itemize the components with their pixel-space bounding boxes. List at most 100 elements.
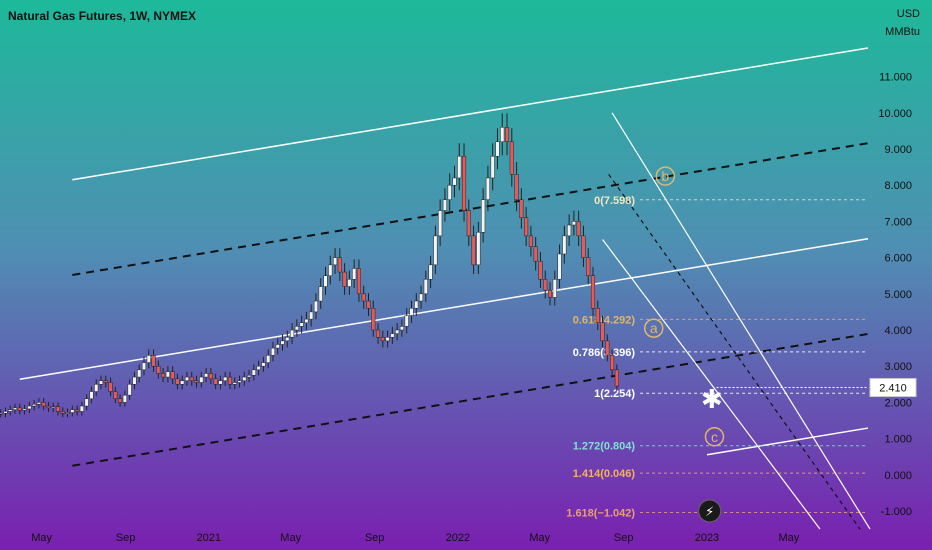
x-tick-label: May bbox=[280, 532, 301, 544]
candle-body bbox=[452, 177, 457, 186]
channel-lower-line bbox=[706, 427, 869, 456]
candle-body bbox=[194, 380, 199, 383]
x-tick-label: Sep bbox=[116, 532, 136, 544]
candle-body bbox=[471, 235, 476, 266]
y-tick-label: 7.000 bbox=[884, 216, 912, 228]
candle-body bbox=[528, 235, 533, 247]
candle-body bbox=[161, 373, 166, 378]
candle-body bbox=[576, 221, 581, 237]
last-price-label: 2.410 bbox=[879, 383, 907, 395]
y-tick-label: 0.000 bbox=[884, 470, 912, 482]
candle-body bbox=[55, 406, 61, 412]
candle-body bbox=[65, 412, 70, 414]
candle-body bbox=[108, 382, 113, 392]
candle-body bbox=[22, 408, 27, 411]
candle-body bbox=[103, 380, 108, 383]
x-tick-label: Sep bbox=[614, 532, 634, 544]
candle-body bbox=[208, 373, 213, 380]
candle-body bbox=[127, 384, 132, 396]
candle-body bbox=[118, 398, 123, 403]
candle-body bbox=[347, 279, 352, 287]
candle-body bbox=[189, 376, 194, 381]
x-tick-label: May bbox=[529, 532, 550, 544]
candle-body bbox=[533, 246, 538, 262]
candle-body bbox=[151, 355, 156, 367]
candle-body bbox=[600, 322, 605, 342]
candle-body bbox=[84, 398, 89, 407]
candle-body bbox=[237, 380, 242, 383]
candle-body bbox=[32, 403, 37, 407]
candle-body bbox=[60, 411, 65, 414]
candle-body bbox=[418, 293, 424, 302]
candle-body bbox=[605, 340, 610, 356]
candle-body bbox=[17, 407, 22, 411]
candle-body bbox=[433, 235, 438, 266]
lightning-icon bbox=[698, 499, 722, 523]
candle-body bbox=[485, 177, 490, 200]
candle-body bbox=[447, 184, 452, 200]
candle-body bbox=[175, 378, 180, 385]
candle-body bbox=[204, 373, 209, 378]
candle-body bbox=[70, 409, 75, 413]
candle-body bbox=[51, 406, 56, 409]
wave-label-circle bbox=[655, 166, 676, 186]
candle-body bbox=[409, 308, 414, 316]
candle-body bbox=[547, 289, 553, 298]
candle-body bbox=[395, 329, 400, 334]
candle-body bbox=[184, 376, 190, 381]
candle-body bbox=[223, 376, 228, 381]
candle-body bbox=[137, 369, 142, 378]
lightning-glyph: ⚡ bbox=[705, 505, 714, 520]
candle-body bbox=[562, 235, 567, 255]
candle-body bbox=[12, 407, 18, 410]
candle-body bbox=[304, 318, 309, 324]
candle-body bbox=[595, 308, 600, 324]
candle-body bbox=[218, 380, 223, 385]
candle-body bbox=[141, 362, 147, 371]
fib-level-label: 1.414(0.046) bbox=[573, 468, 636, 480]
wave-label-text: a bbox=[650, 320, 658, 336]
x-tick-label: 2023 bbox=[695, 532, 719, 544]
candle-body bbox=[247, 375, 252, 378]
candle-body bbox=[519, 199, 524, 219]
y-tick-label: 1.000 bbox=[884, 434, 912, 446]
candle-body bbox=[323, 275, 328, 287]
candle-body bbox=[122, 394, 127, 403]
candle-body bbox=[36, 402, 41, 405]
candle-body bbox=[610, 355, 615, 371]
candle-body bbox=[275, 344, 280, 349]
candle-body bbox=[251, 369, 256, 376]
candle-body bbox=[261, 362, 266, 367]
wave-label-text: c bbox=[711, 429, 718, 445]
fib-level-label: 1.272(0.804) bbox=[573, 441, 636, 453]
candle-body bbox=[457, 155, 462, 179]
candle-body bbox=[146, 355, 151, 363]
channel-upper-median-line bbox=[72, 142, 869, 276]
candle-body bbox=[8, 409, 13, 412]
candle-body bbox=[352, 268, 357, 280]
candle-body bbox=[356, 268, 361, 295]
candle-body bbox=[428, 264, 433, 280]
channel-upper-line bbox=[72, 47, 869, 181]
candle-body bbox=[399, 326, 404, 331]
channel-mid-line bbox=[19, 238, 869, 380]
candle-body bbox=[3, 411, 8, 414]
y-tick-label: 11.000 bbox=[879, 72, 912, 84]
candle-body bbox=[180, 380, 185, 385]
candle-body bbox=[98, 380, 104, 385]
x-tick-label: Sep bbox=[365, 532, 385, 544]
candle-body bbox=[113, 391, 118, 400]
candle-body bbox=[165, 371, 170, 378]
candle-body bbox=[414, 300, 419, 309]
fib-level-label: 1(2.254) bbox=[594, 388, 635, 400]
candle-body bbox=[438, 210, 443, 237]
candle-body bbox=[337, 257, 342, 273]
candle-body bbox=[342, 271, 347, 287]
candle-body bbox=[361, 293, 366, 302]
candle-body bbox=[333, 257, 338, 266]
y-tick-label: 2.000 bbox=[884, 397, 912, 409]
y-tick-label: 9.000 bbox=[884, 144, 912, 156]
candle-body bbox=[590, 275, 596, 309]
